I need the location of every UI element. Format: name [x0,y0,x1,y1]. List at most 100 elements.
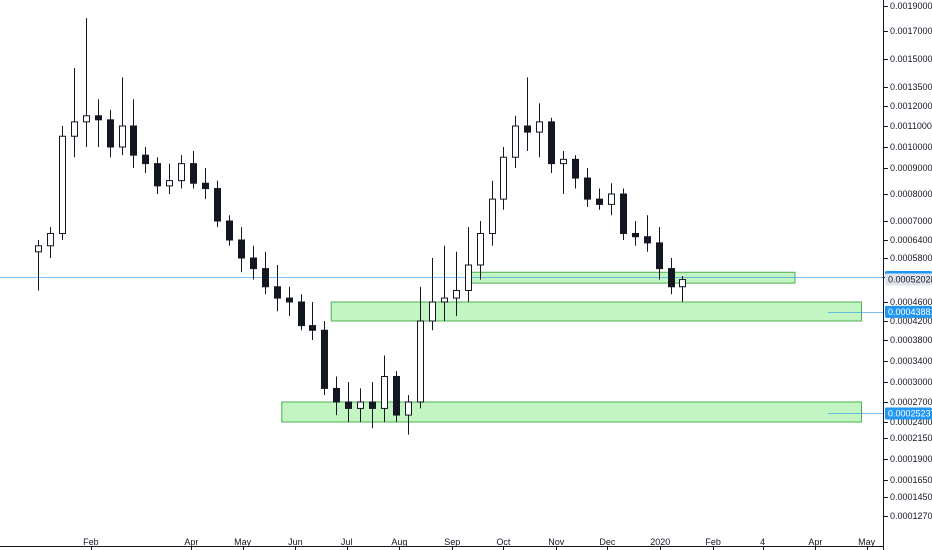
candle-body-down [393,375,400,416]
price-tag-bg [885,407,932,420]
candle-2019-04-16[interactable] [214,180,221,228]
price-tag-bg [885,305,932,318]
price-tag-label: 0.00025237 [888,409,932,419]
candle-body-down [548,121,555,165]
candle-2019-05-21[interactable] [274,265,281,312]
candle-2019-03-19[interactable] [166,163,173,194]
candle-2019-01-29[interactable] [83,18,90,147]
candle-body-down [238,239,245,259]
candle-2019-06-25[interactable] [333,376,340,416]
candle-2019-07-02[interactable] [345,382,352,422]
candle-2019-04-02[interactable] [190,151,197,189]
candle-body-up [35,245,42,253]
candle-2019-01-01[interactable] [35,240,42,291]
x-tick-label: Jul [341,537,353,547]
price-tag-label: 0.00043881 [888,307,932,317]
candle-2019-09-17[interactable] [477,221,484,280]
candle-body-up [465,264,472,291]
candle-2019-05-28[interactable] [286,286,293,317]
time-axis[interactable]: Feb Apr May Jun Jul Aug Sep Oct Nov Dec 2020 Feb 4 Ap… [83,537,876,550]
candle-2019-10-15[interactable] [524,77,531,152]
x-tick-label: May [234,537,252,547]
support-zone-zone-3[interactable] [281,401,862,423]
candle-2020-01-14[interactable] [679,275,686,302]
candle-2019-12-10[interactable] [620,188,627,240]
candle-body-up [381,375,388,409]
candle-2019-12-24[interactable] [644,215,651,252]
candle-2019-05-14[interactable] [262,251,269,295]
candle-2019-07-23[interactable] [381,355,388,422]
candle-body-down [345,401,352,409]
price-tag-1[interactable]: 0.00052028 [885,273,932,286]
candle-2019-06-11[interactable] [309,302,316,340]
candle-2019-10-22[interactable] [536,103,543,158]
candle-2019-12-03[interactable] [608,183,615,216]
candle-2019-06-04[interactable] [298,294,305,331]
x-tick-label: Feb [83,537,99,547]
x-tick-label: May [858,537,876,547]
candle-2019-08-20[interactable] [429,258,436,331]
candle-2019-10-08[interactable] [512,115,519,168]
candle-body-up [429,301,436,322]
candle-2019-09-03[interactable] [453,251,460,317]
candle-2019-03-05[interactable] [142,147,149,173]
candle-2019-08-13[interactable] [417,286,424,409]
candle-2019-10-01[interactable] [500,147,507,210]
candle-2019-09-24[interactable] [489,180,496,246]
candle-2019-02-12[interactable] [107,109,114,158]
price-tag-3[interactable]: 0.00025237 [885,407,932,420]
x-tick-label: Aug [391,537,407,547]
candle-2019-03-12[interactable] [154,157,161,194]
candle-2019-12-17[interactable] [632,221,639,246]
candle-body-up [489,198,496,234]
candle-2019-04-09[interactable] [202,168,209,200]
candle-2019-11-26[interactable] [596,188,603,210]
candle-2019-12-31[interactable] [656,227,663,280]
candle-2019-02-19[interactable] [119,77,126,156]
candle-body-up [47,232,54,247]
candle-2019-01-15[interactable] [59,126,66,240]
candle-2019-04-30[interactable] [238,227,245,273]
candle-2019-03-26[interactable] [178,155,185,189]
candle-body-up [608,193,615,205]
candle-2019-01-08[interactable] [47,227,54,258]
candle-body-down [95,115,102,121]
candle-2019-07-09[interactable] [357,388,364,422]
candle-2020-01-07[interactable] [668,258,675,295]
candle-2019-10-29[interactable] [548,117,555,173]
candle-2019-08-06[interactable] [405,395,412,435]
candle-2019-11-05[interactable] [560,151,567,194]
candle-2019-02-26[interactable] [130,99,137,168]
candle-2019-05-07[interactable] [250,245,257,280]
candle-2019-07-30[interactable] [393,371,400,422]
support-zone-zone-2[interactable] [330,301,862,322]
price-tag-2[interactable]: 0.00043881 [885,305,932,318]
candle-body-up [59,135,66,234]
candle-body-down [226,220,233,241]
candle-2019-11-19[interactable] [584,168,591,208]
candle-body-down [214,188,221,222]
candle-body-up [166,180,173,187]
candle-2019-11-12[interactable] [572,155,579,189]
candle-2019-06-18[interactable] [321,321,328,396]
price-lines-layer [0,277,884,414]
candle-body-down [620,193,627,234]
candle-2019-09-10[interactable] [465,227,472,302]
candle-body-down [202,182,209,190]
candle-2019-07-16[interactable] [369,382,376,429]
candle-body-up [357,401,364,409]
candle-body-up [512,125,519,158]
candle-body-up [417,320,424,403]
candle-body-down [309,325,316,331]
candle-2019-01-22[interactable] [71,68,78,158]
candle-2019-08-27[interactable] [441,245,448,321]
candle-2019-02-05[interactable] [95,99,102,147]
candle-2019-04-23[interactable] [226,215,233,246]
